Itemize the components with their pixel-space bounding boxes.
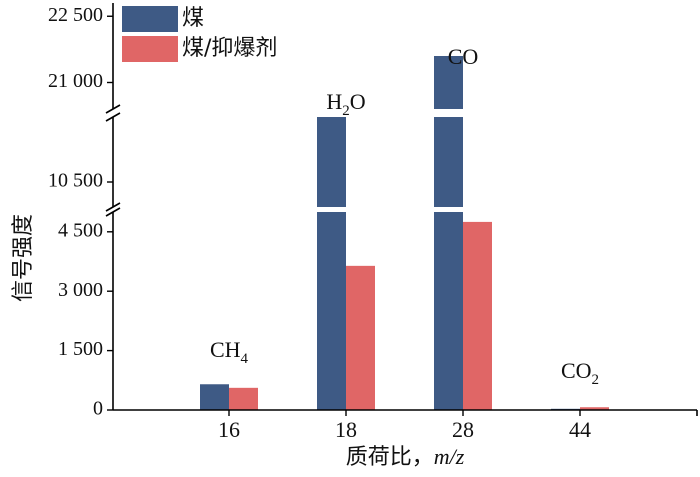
bar-coal-28-seg2 bbox=[434, 56, 463, 109]
x-axis-label-variable: m/z bbox=[434, 444, 465, 469]
x-tick-label: 18 bbox=[335, 417, 357, 442]
y-tick-label: 3 000 bbox=[58, 279, 103, 301]
bar-coal-suppressant-16 bbox=[229, 387, 258, 410]
y-axis-label: 信号强度 bbox=[11, 214, 36, 302]
axis-break-gap bbox=[114, 207, 698, 212]
axis-break-marker bbox=[105, 202, 121, 212]
x-axis-label: 质荷比，m/z bbox=[346, 444, 465, 470]
x-tick-label: 28 bbox=[452, 417, 474, 442]
x-tick-label: 44 bbox=[569, 417, 591, 442]
bar-coal-18-seg1 bbox=[317, 117, 346, 207]
bar-coal-18 bbox=[317, 212, 346, 410]
axis-break-marker bbox=[105, 112, 121, 122]
legend-label: 煤 bbox=[182, 6, 204, 31]
legend: 煤煤/抑爆剂 bbox=[122, 6, 277, 62]
y-tick-label: 10 500 bbox=[48, 170, 103, 192]
axis-break-marker bbox=[105, 104, 121, 114]
legend-swatch bbox=[122, 36, 178, 62]
axis-break-gap bbox=[114, 109, 698, 117]
bar-coal-suppressant-28 bbox=[463, 221, 492, 410]
annotations-layer: CH4 H2O CO CO2 bbox=[210, 44, 599, 388]
y-tick-label: 1 500 bbox=[58, 338, 103, 360]
x-axis-label-prefix: 质荷比， bbox=[346, 445, 434, 470]
molecule-annotation: CO bbox=[448, 44, 479, 69]
axis-break-marker bbox=[105, 207, 121, 217]
axis-breaks bbox=[114, 109, 698, 212]
y-tick-label: 21 000 bbox=[48, 70, 103, 92]
legend-label: 煤/抑爆剂 bbox=[182, 36, 277, 61]
bar-coal-suppressant-18 bbox=[346, 265, 375, 410]
y-tick-label: 4 500 bbox=[58, 219, 103, 241]
bar-coal-28-seg1 bbox=[434, 117, 463, 207]
y-axis-title: 信号强度 bbox=[11, 214, 36, 302]
molecule-annotation: CH4 bbox=[210, 337, 249, 367]
bar-coal-16 bbox=[200, 384, 229, 410]
molecule-annotation: H2O bbox=[326, 89, 365, 119]
legend-swatch bbox=[122, 6, 178, 32]
axes-layer: 0 1 500 3 000 4 500 10 500 21 000 22 500 16 18 28… bbox=[48, 3, 698, 442]
y-tick-label: 0 bbox=[93, 398, 103, 420]
x-tick-label: 16 bbox=[218, 417, 240, 442]
bars-layer bbox=[200, 56, 609, 410]
bar-coal-28 bbox=[434, 212, 463, 410]
y-tick-label: 22 500 bbox=[48, 4, 103, 26]
molecule-annotation: CO2 bbox=[561, 358, 599, 388]
bar-coal-suppressant-44 bbox=[580, 407, 609, 410]
